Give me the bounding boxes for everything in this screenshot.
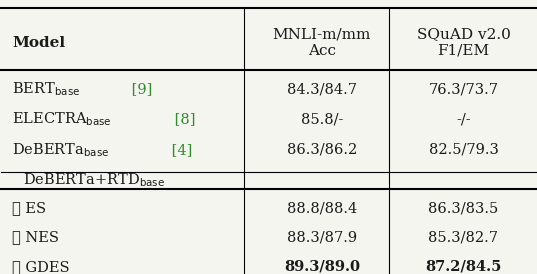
- Text: MNLI-m/mm
Acc: MNLI-m/mm Acc: [273, 27, 371, 58]
- Text: ③ GDES: ③ GDES: [12, 260, 70, 274]
- Text: SQuAD v2.0
F1/EM: SQuAD v2.0 F1/EM: [417, 27, 511, 58]
- Text: 86.3/86.2: 86.3/86.2: [287, 143, 357, 157]
- Text: [9]: [9]: [127, 82, 153, 96]
- Text: 89.3/89.0: 89.3/89.0: [284, 260, 360, 274]
- Text: 88.8/88.4: 88.8/88.4: [287, 201, 357, 215]
- Text: 87.2/84.5: 87.2/84.5: [425, 260, 502, 274]
- Text: 82.5/79.3: 82.5/79.3: [429, 143, 498, 157]
- Text: DeBERTa$_{\rm base}$: DeBERTa$_{\rm base}$: [12, 141, 110, 159]
- Text: -/-: -/-: [456, 113, 471, 127]
- Text: 84.3/84.7: 84.3/84.7: [287, 82, 357, 96]
- Text: 85.8/-: 85.8/-: [301, 113, 343, 127]
- Text: ② NES: ② NES: [12, 231, 59, 245]
- Text: 86.3/83.5: 86.3/83.5: [429, 201, 499, 215]
- Text: ELECTRA$_{\rm base}$: ELECTRA$_{\rm base}$: [12, 111, 112, 128]
- Text: BERT$_{\rm base}$: BERT$_{\rm base}$: [12, 80, 81, 98]
- Text: ① ES: ① ES: [12, 201, 46, 215]
- Text: [4]: [4]: [167, 143, 192, 157]
- Text: DeBERTa+RTD$_{\rm base}$: DeBERTa+RTD$_{\rm base}$: [23, 171, 165, 189]
- Text: 85.3/82.7: 85.3/82.7: [429, 231, 498, 245]
- Text: 88.3/87.9: 88.3/87.9: [287, 231, 357, 245]
- Text: Model: Model: [12, 36, 65, 50]
- Text: [8]: [8]: [170, 113, 195, 127]
- Text: 76.3/73.7: 76.3/73.7: [429, 82, 498, 96]
